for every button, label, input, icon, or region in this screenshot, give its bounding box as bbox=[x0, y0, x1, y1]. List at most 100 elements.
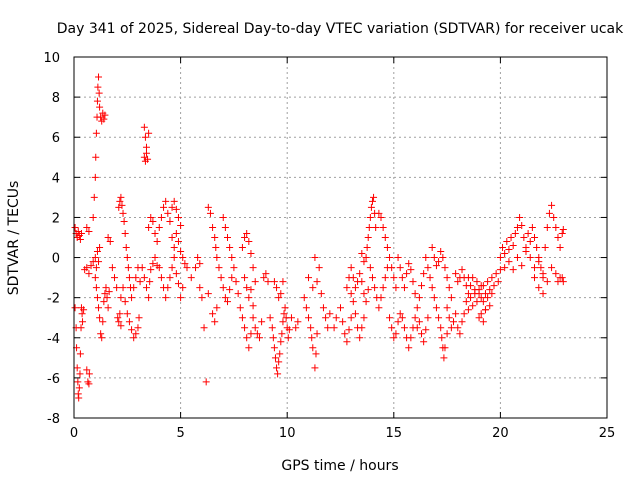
data-point bbox=[467, 282, 475, 290]
data-point bbox=[313, 330, 321, 338]
data-point bbox=[559, 278, 567, 286]
data-point bbox=[473, 278, 481, 286]
data-point bbox=[241, 324, 249, 332]
data-point bbox=[556, 244, 564, 252]
data-point bbox=[120, 217, 128, 225]
data-point bbox=[543, 223, 551, 231]
data-point bbox=[77, 229, 85, 237]
data-point bbox=[249, 302, 257, 310]
data-point bbox=[76, 236, 84, 244]
data-point bbox=[386, 314, 394, 322]
data-point bbox=[89, 213, 97, 221]
data-point bbox=[394, 318, 402, 326]
data-point bbox=[330, 324, 338, 332]
data-point bbox=[411, 290, 419, 298]
data-point bbox=[243, 229, 251, 237]
data-point bbox=[464, 306, 472, 314]
data-point bbox=[522, 248, 530, 256]
data-point bbox=[317, 290, 325, 298]
data-point bbox=[260, 274, 268, 282]
data-point bbox=[276, 350, 284, 358]
data-point bbox=[366, 213, 374, 221]
data-point bbox=[95, 73, 103, 81]
data-point bbox=[187, 274, 195, 282]
data-point bbox=[92, 284, 100, 292]
data-point bbox=[411, 314, 419, 322]
data-point bbox=[467, 294, 475, 302]
data-point bbox=[145, 294, 153, 302]
data-point bbox=[372, 223, 380, 231]
data-point bbox=[475, 290, 483, 298]
data-point bbox=[198, 294, 206, 302]
data-point bbox=[531, 234, 539, 241]
data-point bbox=[108, 264, 116, 272]
data-point bbox=[130, 284, 138, 292]
data-point bbox=[505, 258, 513, 266]
data-point bbox=[368, 274, 376, 282]
data-point bbox=[405, 260, 413, 268]
data-point bbox=[513, 223, 521, 231]
data-point bbox=[145, 223, 153, 231]
data-point bbox=[405, 344, 413, 352]
data-point bbox=[249, 264, 257, 272]
y-tick-label: -6 bbox=[47, 372, 60, 387]
data-point bbox=[548, 201, 556, 209]
data-point bbox=[505, 246, 513, 254]
data-point bbox=[157, 213, 165, 221]
data-point bbox=[114, 314, 122, 322]
x-tick-label: 20 bbox=[492, 426, 509, 441]
data-point bbox=[215, 264, 223, 272]
data-point bbox=[496, 254, 504, 262]
data-point bbox=[211, 318, 219, 326]
data-point bbox=[103, 294, 111, 302]
data-point bbox=[294, 318, 302, 326]
data-point bbox=[258, 318, 266, 326]
data-point bbox=[149, 217, 157, 225]
data-point bbox=[424, 314, 432, 322]
data-point bbox=[535, 284, 543, 292]
data-point bbox=[300, 294, 308, 302]
data-point bbox=[96, 103, 104, 111]
data-point bbox=[464, 290, 472, 298]
data-point bbox=[238, 244, 246, 252]
data-point bbox=[539, 274, 547, 282]
data-point bbox=[236, 304, 244, 312]
data-point bbox=[96, 314, 104, 322]
x-tick-label: 5 bbox=[176, 426, 184, 441]
data-point bbox=[130, 334, 138, 342]
data-point bbox=[407, 266, 415, 274]
data-point bbox=[550, 213, 558, 221]
data-point bbox=[251, 278, 259, 286]
data-point bbox=[473, 298, 481, 306]
data-point bbox=[204, 203, 212, 211]
data-point bbox=[273, 364, 281, 372]
data-point bbox=[95, 304, 103, 312]
x-tick-label: 10 bbox=[279, 426, 296, 441]
data-point bbox=[388, 264, 396, 272]
data-point bbox=[479, 318, 487, 326]
data-point bbox=[305, 274, 313, 282]
data-point bbox=[76, 370, 84, 378]
data-point bbox=[428, 284, 436, 292]
data-point bbox=[144, 155, 152, 163]
data-point bbox=[194, 254, 202, 262]
data-point bbox=[454, 324, 462, 332]
data-point bbox=[117, 193, 125, 201]
data-point bbox=[92, 129, 100, 137]
data-point bbox=[172, 205, 180, 213]
data-point bbox=[71, 223, 79, 231]
data-point bbox=[494, 278, 502, 286]
data-point bbox=[339, 318, 347, 326]
data-point bbox=[157, 274, 165, 282]
data-point bbox=[381, 274, 389, 282]
data-point bbox=[390, 274, 398, 282]
data-point bbox=[471, 286, 479, 294]
data-point bbox=[370, 193, 378, 201]
data-point bbox=[324, 324, 332, 332]
data-point bbox=[213, 254, 221, 262]
data-point bbox=[545, 209, 553, 217]
data-point bbox=[116, 310, 124, 318]
data-point bbox=[200, 324, 208, 332]
data-point bbox=[104, 234, 112, 241]
data-point bbox=[253, 330, 261, 338]
